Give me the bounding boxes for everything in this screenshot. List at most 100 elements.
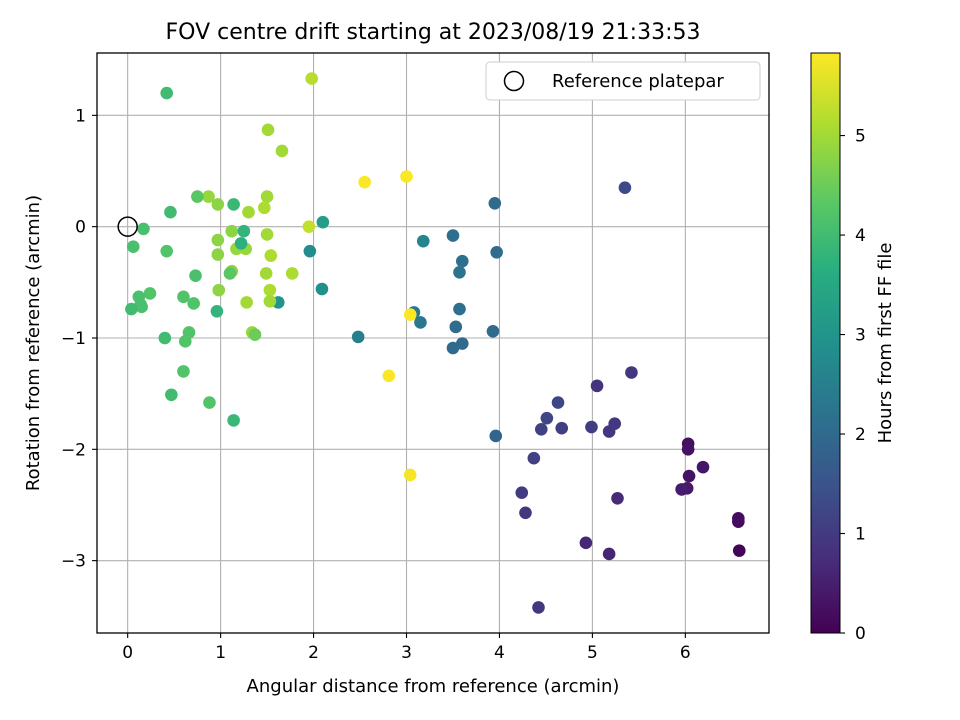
data-point: [211, 233, 225, 247]
x-tick-label: 4: [494, 643, 505, 663]
grid: [97, 53, 769, 633]
data-point: [260, 190, 274, 203]
data-point: [240, 296, 253, 309]
data-point: [202, 190, 215, 203]
data-point: [160, 86, 174, 100]
data-point: [585, 420, 598, 434]
data-point: [177, 365, 190, 378]
data-point: [234, 237, 248, 250]
data-point: [382, 369, 396, 383]
data-point: [403, 308, 417, 321]
data-point: [732, 512, 745, 525]
data-point: [211, 198, 225, 211]
colorbar-gradient: [810, 52, 841, 634]
colorbar-tick-label: 3: [855, 326, 866, 346]
data-point: [675, 483, 688, 496]
data-point: [611, 491, 624, 505]
data-point: [305, 72, 319, 85]
data-point: [135, 300, 148, 314]
legend: Reference platepar: [485, 61, 761, 101]
data-point: [259, 267, 273, 280]
data-point: [203, 396, 216, 409]
data-point: [261, 123, 275, 137]
data-point: [555, 421, 569, 435]
data-point: [164, 205, 177, 219]
x-tick-label: 0: [122, 643, 133, 663]
data-point: [158, 331, 172, 345]
data-point: [315, 282, 329, 296]
colorbar-ticks: 0 1 2 3 4 5: [840, 127, 866, 644]
data-point: [579, 536, 593, 550]
data-point: [227, 414, 240, 427]
data-point: [682, 469, 696, 483]
colorbar-label: Hours from first FF file: [875, 243, 896, 444]
x-tick-label: 6: [680, 643, 691, 663]
data-point: [488, 196, 502, 210]
data-point: [400, 170, 413, 183]
data-point: [486, 325, 500, 338]
legend-open-circle-icon: [503, 70, 525, 92]
y-tick-label: −2: [61, 440, 86, 460]
data-point: [263, 294, 277, 308]
data-point: [187, 297, 200, 310]
data-point: [446, 229, 460, 242]
colorbar-tick-label: 4: [855, 226, 866, 246]
colorbar-tick-label: 2: [855, 425, 866, 445]
data-point: [165, 388, 178, 402]
data-point: [178, 335, 192, 348]
colorbar-tick-label: 1: [855, 525, 866, 545]
data-point: [303, 244, 317, 258]
data-point: [519, 506, 532, 520]
data-point: [351, 330, 365, 344]
colorbar-tick-label: 0: [855, 624, 866, 644]
colorbar-tick-label: 5: [855, 127, 866, 147]
data-point: [242, 205, 255, 219]
data-point: [275, 144, 289, 158]
data-point: [414, 316, 427, 329]
data-point: [212, 283, 226, 297]
data-point: [210, 304, 224, 318]
data-point: [260, 228, 274, 241]
data-point: [608, 417, 622, 431]
x-tick-label: 1: [215, 643, 226, 663]
data-point: [590, 379, 604, 393]
data-point: [258, 201, 271, 215]
data-point: [316, 215, 330, 229]
data-point: [225, 224, 239, 238]
data-point: [732, 544, 746, 557]
data-point: [227, 198, 240, 211]
data-point: [248, 328, 262, 341]
data-point: [625, 366, 638, 379]
legend-box: [485, 61, 761, 101]
data-point: [490, 245, 503, 259]
data-point: [489, 429, 503, 443]
data-point: [453, 266, 466, 279]
data-point: [618, 181, 632, 195]
data-point: [453, 302, 466, 316]
plot-frame: [96, 52, 770, 634]
data-point: [189, 269, 202, 282]
x-tick-label: 5: [587, 643, 598, 663]
data-point: [126, 240, 140, 254]
reference-point-marker: [117, 216, 138, 237]
data-point: [455, 254, 469, 268]
data-point: [602, 547, 616, 561]
data-point: [696, 460, 710, 474]
data-point: [160, 244, 174, 258]
chart-title: FOV centre drift starting at 2023/08/19 …: [166, 20, 701, 45]
data-point: [446, 341, 460, 355]
data-point: [527, 451, 541, 465]
data-point: [551, 396, 565, 409]
data-point: [143, 287, 157, 300]
data-point: [681, 443, 695, 456]
data-point: [263, 283, 277, 297]
x-tick-label: 3: [401, 643, 412, 663]
reference-marker-layer: [117, 216, 138, 237]
x-axis-label: Angular distance from reference (arcmin): [247, 676, 620, 697]
data-point: [125, 302, 138, 316]
data-point: [211, 248, 225, 261]
legend-label: Reference platepar: [552, 71, 724, 92]
y-tick-label: 1: [75, 106, 86, 126]
data-points: [125, 72, 746, 614]
